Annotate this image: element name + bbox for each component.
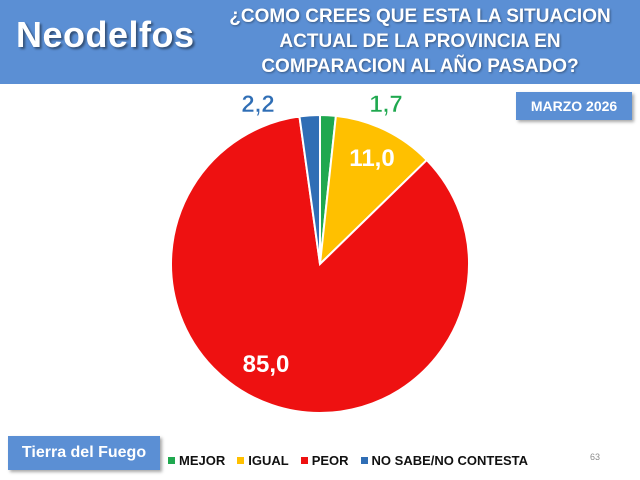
- data-label-mejor: 1,7: [369, 91, 402, 118]
- brand-logo-text: Neodelfos: [16, 14, 195, 55]
- data-label-peor: 85,0: [243, 351, 290, 378]
- legend-item-no-sabe-no-contesta: NO SABE/NO CONTESTA: [360, 452, 529, 468]
- legend-label: IGUAL: [248, 452, 289, 468]
- legend-swatch: [237, 456, 245, 464]
- chart-legend: MEJOR IGUAL PEOR NO SABE/NO CONTESTA: [168, 450, 528, 470]
- legend-label: NO SABE/NO CONTESTA: [371, 452, 529, 468]
- date-badge: MARZO 2026: [516, 92, 632, 120]
- data-label-igual: 11,0: [349, 145, 394, 172]
- pie-slice-peor: [170, 115, 470, 414]
- pie-slice-igual: [318, 114, 429, 267]
- legend-label: PEOR: [311, 452, 349, 468]
- legend-label: MEJOR: [179, 452, 226, 468]
- legend-swatch: [360, 456, 368, 464]
- legend-item-peor: PEOR: [300, 452, 349, 468]
- legend-swatch: [300, 456, 308, 464]
- region-badge: Tierra del Fuego: [8, 436, 160, 470]
- page-number: 63: [590, 452, 601, 462]
- legend-swatch: [168, 456, 175, 464]
- data-label-no-sabe-no-contesta: 2,2: [241, 91, 274, 118]
- legend-item-mejor: MEJOR: [168, 453, 225, 468]
- header-bar: Neodelfos ¿COMO CREES QUE ESTA LA SITUAC…: [0, 0, 640, 84]
- survey-question: ¿COMO CREES QUE ESTA LA SITUACION ACTUAL…: [229, 6, 611, 77]
- legend-item-igual: IGUAL: [237, 452, 289, 468]
- pie-slice-no-sabe-no-contesta: [298, 113, 321, 265]
